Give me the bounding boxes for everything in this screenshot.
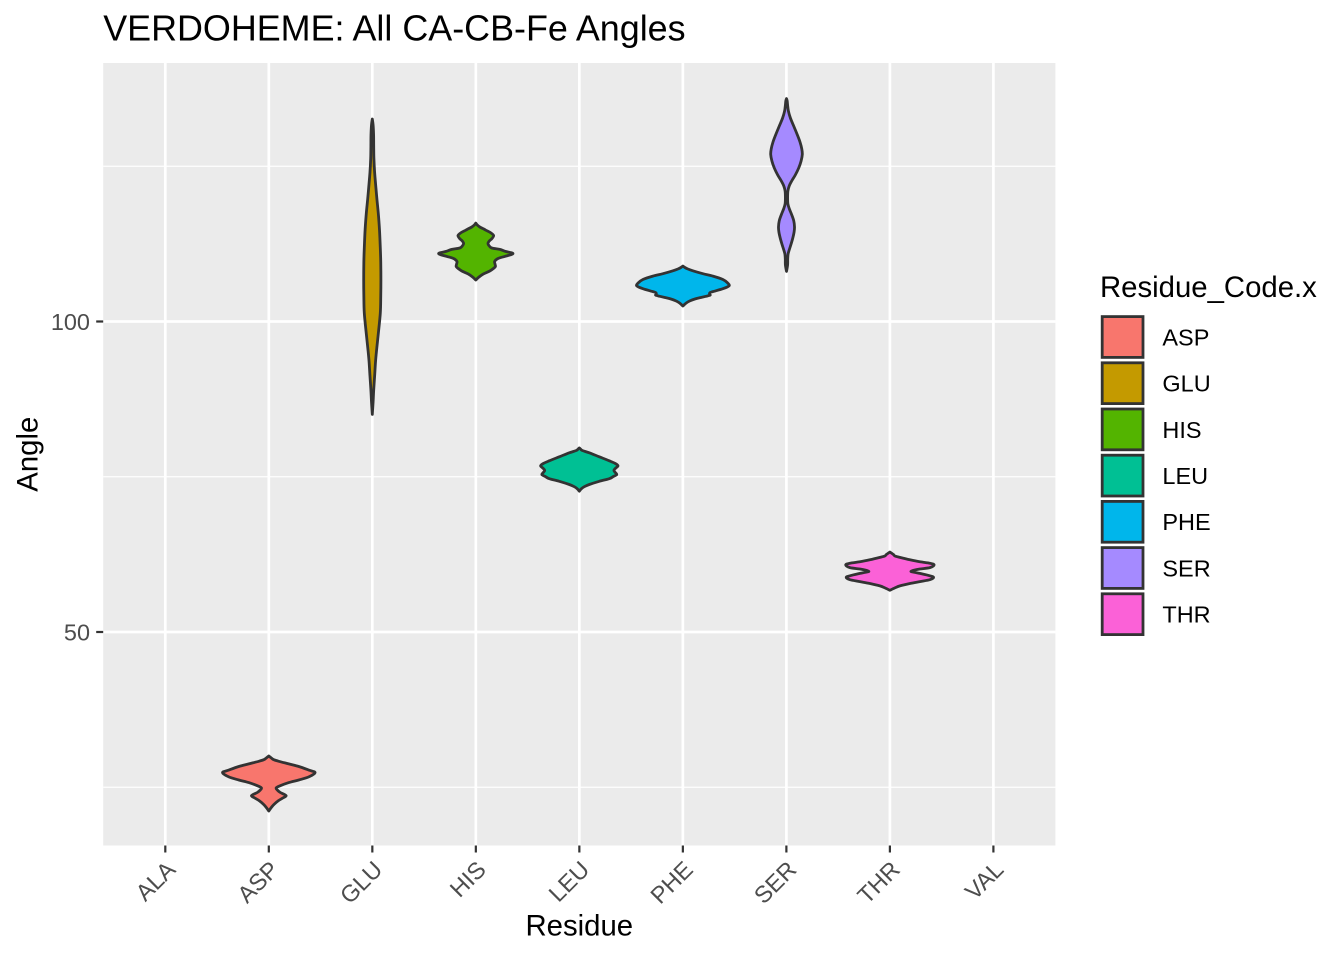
svg-text:ASP: ASP xyxy=(1162,324,1209,350)
svg-text:Residue: Residue xyxy=(525,910,633,943)
svg-text:50: 50 xyxy=(64,619,90,645)
svg-text:100: 100 xyxy=(51,309,90,335)
svg-text:HIS: HIS xyxy=(1162,417,1201,443)
svg-text:VERDOHEME: All CA-CB-Fe Angles: VERDOHEME: All CA-CB-Fe Angles xyxy=(103,9,685,49)
svg-text:THR: THR xyxy=(1162,602,1210,628)
svg-text:GLU: GLU xyxy=(1162,371,1210,397)
svg-text:Angle: Angle xyxy=(12,417,45,492)
svg-text:PHE: PHE xyxy=(1162,509,1210,535)
svg-text:Residue_Code.x: Residue_Code.x xyxy=(1100,271,1317,304)
svg-text:LEU: LEU xyxy=(1162,463,1208,489)
svg-text:SER: SER xyxy=(1162,555,1210,581)
